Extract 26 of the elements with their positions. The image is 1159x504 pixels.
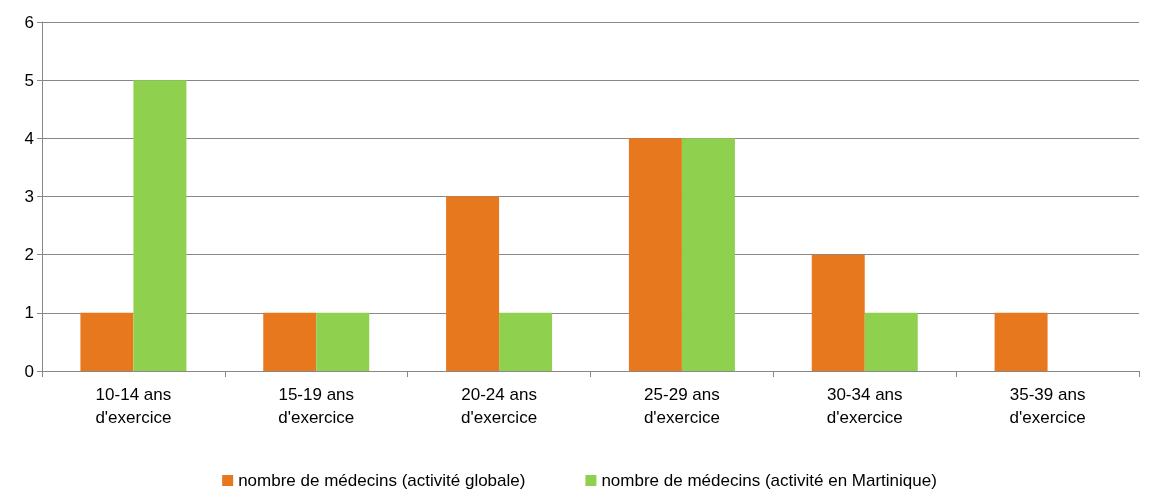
x-tick-label: 10-14 ans d'exercice [95,385,172,427]
y-tick-label: 6 [24,12,34,32]
bar [811,254,865,371]
y-tick-label: 3 [24,187,34,206]
bar [499,312,553,371]
x-tick-label: 25-29 ans d'exercice [643,385,720,427]
y-tick-label: 5 [24,70,34,90]
bar [263,312,317,371]
y-tick-label: 1 [24,303,34,323]
x-tick-label: 15-19 ans d'exercice [278,385,355,427]
y-tick-label: 4 [24,128,34,148]
bar [864,312,918,371]
bar [446,196,500,371]
bar [681,138,735,371]
y-tick-label: 0 [24,361,34,381]
x-tick-label: 30-34 ans d'exercice [826,385,903,427]
bar [316,312,370,371]
x-tick-label: 35-39 ans d'exercice [1009,385,1086,427]
bar [994,312,1048,371]
bar [133,80,187,371]
y-tick-label: 2 [24,245,34,265]
legend-label: nombre de médecins (activité en Martinique) [601,471,937,490]
bar [80,312,134,371]
bar [628,138,682,371]
x-tick-label: 20-24 ans d'exercice [461,385,538,427]
legend-label: nombre de médecins (activité globale) [238,471,526,490]
